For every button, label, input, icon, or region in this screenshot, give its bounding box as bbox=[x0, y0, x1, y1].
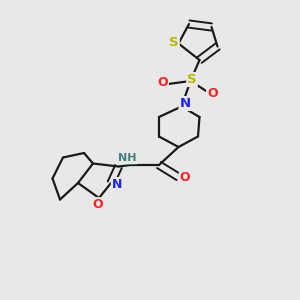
Text: O: O bbox=[180, 171, 190, 184]
Text: O: O bbox=[157, 76, 168, 89]
Text: N: N bbox=[179, 97, 191, 110]
Text: O: O bbox=[92, 198, 103, 211]
Text: O: O bbox=[207, 86, 218, 100]
Text: N: N bbox=[112, 178, 122, 191]
Text: S: S bbox=[169, 35, 179, 49]
Text: S: S bbox=[187, 73, 197, 86]
Text: NH: NH bbox=[118, 153, 137, 164]
